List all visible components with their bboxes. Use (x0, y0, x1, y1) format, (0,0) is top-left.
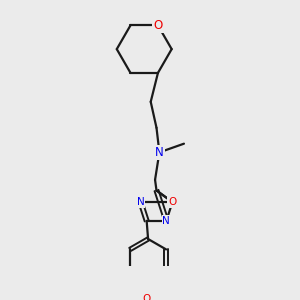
Text: O: O (153, 19, 163, 32)
Text: N: N (163, 216, 170, 226)
Text: O: O (168, 197, 177, 207)
Text: N: N (155, 146, 164, 159)
Text: N: N (137, 197, 144, 207)
Text: O: O (142, 294, 151, 300)
